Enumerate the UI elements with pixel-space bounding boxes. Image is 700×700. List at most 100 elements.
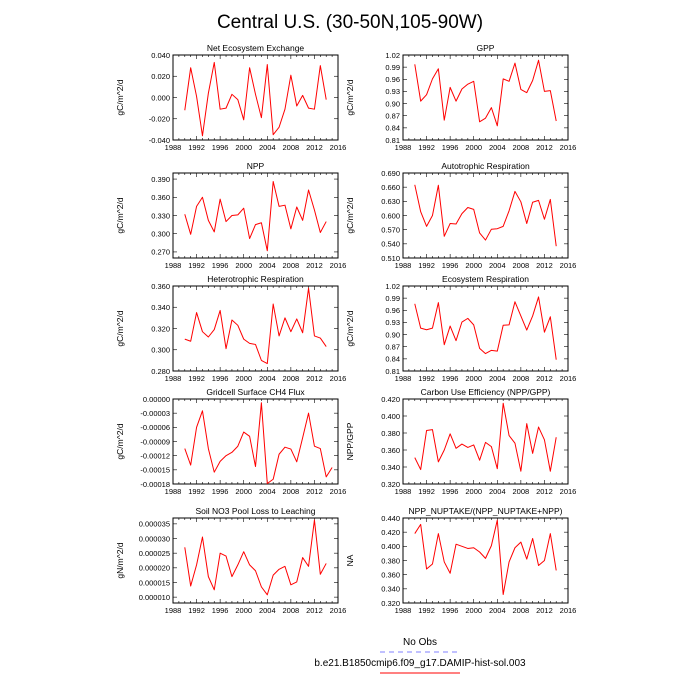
y-axis-label: gC/m^2/d	[345, 79, 355, 115]
series-line	[414, 59, 557, 127]
x-tick-label: 2008	[283, 606, 300, 615]
x-tick-label: 2004	[259, 261, 276, 270]
x-tick-label: 2008	[513, 261, 530, 270]
y-axis-label: gN/m^2/d	[115, 542, 125, 578]
panel-frame	[402, 285, 569, 372]
y-tick-label: 0.400	[381, 542, 400, 551]
x-tick-label: 1996	[442, 261, 459, 270]
y-tick-label: 0.330	[151, 211, 170, 220]
x-tick-label: 2012	[306, 261, 323, 270]
x-tick-label: 2012	[536, 143, 553, 152]
y-tick-label: 0.440	[381, 514, 400, 523]
x-tick-label: 1988	[165, 374, 182, 383]
x-tick-label: 2000	[235, 261, 252, 270]
panel-frame	[172, 172, 339, 259]
x-tick-label: 2004	[489, 261, 506, 270]
x-tick-label: 1988	[395, 143, 412, 152]
y-tick-label: 0.320	[381, 480, 400, 489]
series-line	[184, 181, 327, 252]
x-tick-label: 2000	[465, 374, 482, 383]
x-tick-label: 2004	[489, 374, 506, 383]
x-tick-label: 1988	[165, 487, 182, 496]
y-tick-label: 0.510	[381, 254, 400, 263]
panel-0: Net Ecosystem Exchange gC/m^2/d 1988 1992 19…	[115, 43, 346, 152]
y-tick-label: 0.87	[385, 343, 400, 352]
x-tick-label: 2008	[283, 143, 300, 152]
y-tick-label: -0.00012	[140, 451, 170, 460]
x-tick-label: 2000	[465, 487, 482, 496]
y-tick-label: 0.000025	[139, 549, 170, 558]
panel-title: NPP	[247, 161, 265, 171]
x-tick-label: 1988	[165, 261, 182, 270]
y-tick-label: 0.630	[381, 197, 400, 206]
panel-title: Autotrophic Respiration	[441, 161, 530, 171]
x-tick-label: 2016	[330, 143, 347, 152]
panel-title: Net Ecosystem Exchange	[207, 43, 305, 53]
x-tick-label: 2004	[259, 487, 276, 496]
x-tick-label: 1996	[212, 606, 229, 615]
panel-6: Gridcell Surface CH4 Flux gC/m^2/d 1988 199…	[115, 387, 346, 496]
y-tick-label: 0.390	[151, 175, 170, 184]
y-tick-label: 0.000	[151, 93, 170, 102]
panel-title: Ecosystem Respiration	[442, 274, 529, 284]
y-tick-label: 0.420	[381, 395, 400, 404]
x-tick-label: 1996	[442, 143, 459, 152]
x-tick-label: 2016	[560, 606, 577, 615]
x-tick-label: 2012	[306, 143, 323, 152]
y-axis-label: gC/m^2/d	[345, 310, 355, 346]
y-tick-label: 0.400	[381, 412, 400, 421]
x-tick-label: 2000	[235, 374, 252, 383]
y-tick-label: 0.040	[151, 51, 170, 60]
x-tick-label: 2016	[330, 261, 347, 270]
panel-8: Soil NO3 Pool Loss to Leaching gN/m^2/d 19…	[115, 506, 346, 615]
x-tick-label: 2004	[259, 143, 276, 152]
series-line	[414, 184, 557, 247]
x-tick-label: 2012	[306, 374, 323, 383]
panel-title: Soil NO3 Pool Loss to Leaching	[195, 506, 315, 516]
x-tick-label: 2000	[235, 487, 252, 496]
y-tick-label: 0.00000	[143, 395, 170, 404]
y-tick-label: 0.81	[385, 367, 400, 376]
panel-4: Heterotrophic Respiration gC/m^2/d 1988 199…	[115, 274, 346, 383]
x-tick-label: 2012	[306, 487, 323, 496]
y-tick-label: 1.02	[385, 282, 400, 291]
legend-label-model: b.e21.B1850cmip6.f09_g17.DAMIP-hist-sol.…	[314, 658, 526, 669]
legend: No Obs b.e21.B1850cmip6.f09_g17.DAMIP-hi…	[314, 637, 526, 674]
x-tick-label: 2000	[235, 606, 252, 615]
x-tick-label: 2000	[465, 143, 482, 152]
panel-title: Carbon Use Efficiency (NPP/GPP)	[421, 387, 551, 397]
panel-frame	[402, 398, 569, 485]
y-axis-label: gC/m^2/d	[115, 423, 125, 459]
y-tick-label: 0.93	[385, 87, 400, 96]
panel-title: NPP_NUPTAKE/(NPP_NUPTAKE+NPP)	[409, 506, 563, 516]
y-tick-label: 0.90	[385, 99, 400, 108]
panel-3: Autotrophic Respiration gC/m^2/d 1988 1992 1…	[345, 161, 576, 270]
panel-title: Gridcell Surface CH4 Flux	[206, 387, 305, 397]
x-tick-label: 1992	[418, 487, 435, 496]
y-tick-label: 0.300	[151, 230, 170, 239]
y-tick-label: 0.99	[385, 63, 400, 72]
y-tick-label: -0.020	[149, 115, 170, 124]
x-tick-label: 1992	[188, 374, 205, 383]
x-tick-label: 2008	[283, 374, 300, 383]
x-tick-label: 2012	[536, 374, 553, 383]
y-tick-label: 0.84	[385, 124, 400, 133]
panel-9: NPP_NUPTAKE/(NPP_NUPTAKE+NPP) NA 1988 1992 1…	[345, 506, 576, 615]
y-tick-label: 0.340	[381, 585, 400, 594]
x-tick-label: 1996	[212, 374, 229, 383]
y-tick-label: 0.540	[381, 240, 400, 249]
y-tick-label: 0.320	[381, 599, 400, 608]
x-tick-label: 1988	[165, 606, 182, 615]
x-tick-label: 2000	[465, 261, 482, 270]
y-axis-label: NA	[345, 554, 355, 566]
y-tick-label: -0.00009	[140, 437, 170, 446]
y-tick-label: 0.93	[385, 318, 400, 327]
x-tick-label: 2016	[330, 606, 347, 615]
y-tick-label: 0.84	[385, 355, 400, 364]
y-tick-label: 0.690	[381, 169, 400, 178]
x-tick-label: 2004	[259, 374, 276, 383]
x-tick-label: 2004	[259, 606, 276, 615]
legend-label-no-obs: No Obs	[403, 637, 437, 648]
x-tick-label: 2000	[465, 606, 482, 615]
